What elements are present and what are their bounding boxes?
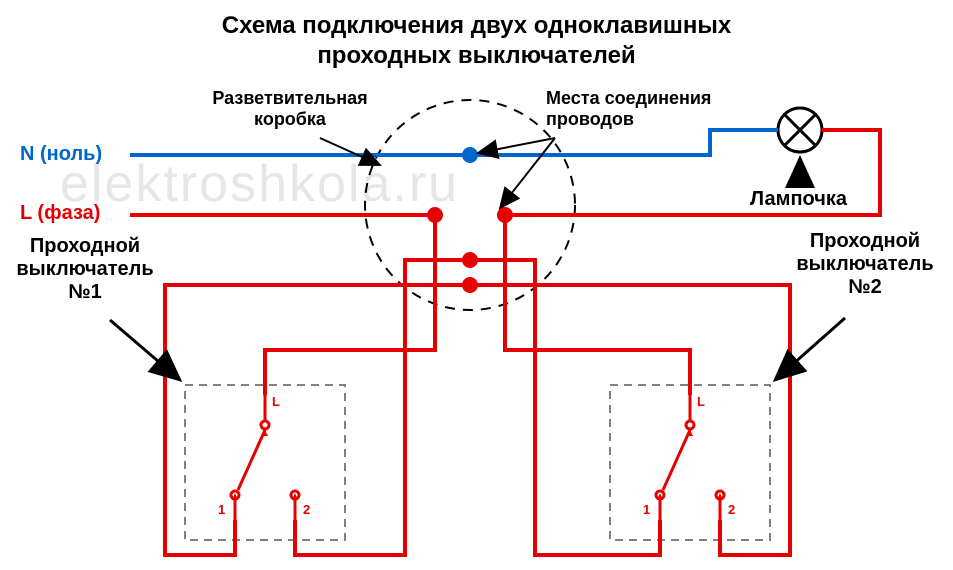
- sw1-label-2: 2: [303, 503, 310, 518]
- arrow-sw2: [775, 318, 845, 380]
- label-wire-connections: Места соединения проводов: [546, 88, 711, 129]
- wire-sw1-common: [265, 215, 435, 395]
- label-sw2: Проходной выключатель №2: [790, 230, 940, 299]
- wire-traveler-a-right: [470, 260, 660, 555]
- wire-neutral: [130, 130, 776, 155]
- arrow-conn-2: [500, 138, 555, 208]
- wire-sw2-common: [505, 215, 690, 395]
- node-neutral: [462, 147, 478, 163]
- sw1-label-l: L: [272, 395, 280, 410]
- label-junction-box: Разветвительная коробка: [190, 88, 390, 129]
- sw1-label-1: 1: [218, 503, 225, 518]
- wire-traveler-b-right: [470, 285, 790, 555]
- title-line-1: Схема подключения двух одноклавишных: [0, 12, 953, 40]
- arrow-conn-1: [478, 138, 555, 153]
- switch-2-internal: [656, 395, 724, 520]
- wire-traveler-a-left: [295, 260, 470, 555]
- arrow-junction-box: [320, 138, 380, 165]
- switch-1-internal: [231, 395, 299, 520]
- arrow-sw1: [110, 320, 180, 380]
- title-line-2: проходных выключателей: [0, 42, 953, 70]
- sw2-label-1: 1: [643, 503, 650, 518]
- wire-traveler-b-left: [165, 285, 470, 555]
- lamp-icon: [778, 108, 822, 152]
- label-sw1: Проходной выключатель №1: [10, 235, 160, 304]
- label-l: L (фаза): [20, 202, 100, 225]
- label-lamp: Лампочка: [750, 188, 847, 211]
- diagram-canvas: elektroshkola.ru: [0, 0, 953, 570]
- sw2-label-2: 2: [728, 503, 735, 518]
- sw2-label-l: L: [697, 395, 705, 410]
- label-n: N (ноль): [20, 143, 102, 166]
